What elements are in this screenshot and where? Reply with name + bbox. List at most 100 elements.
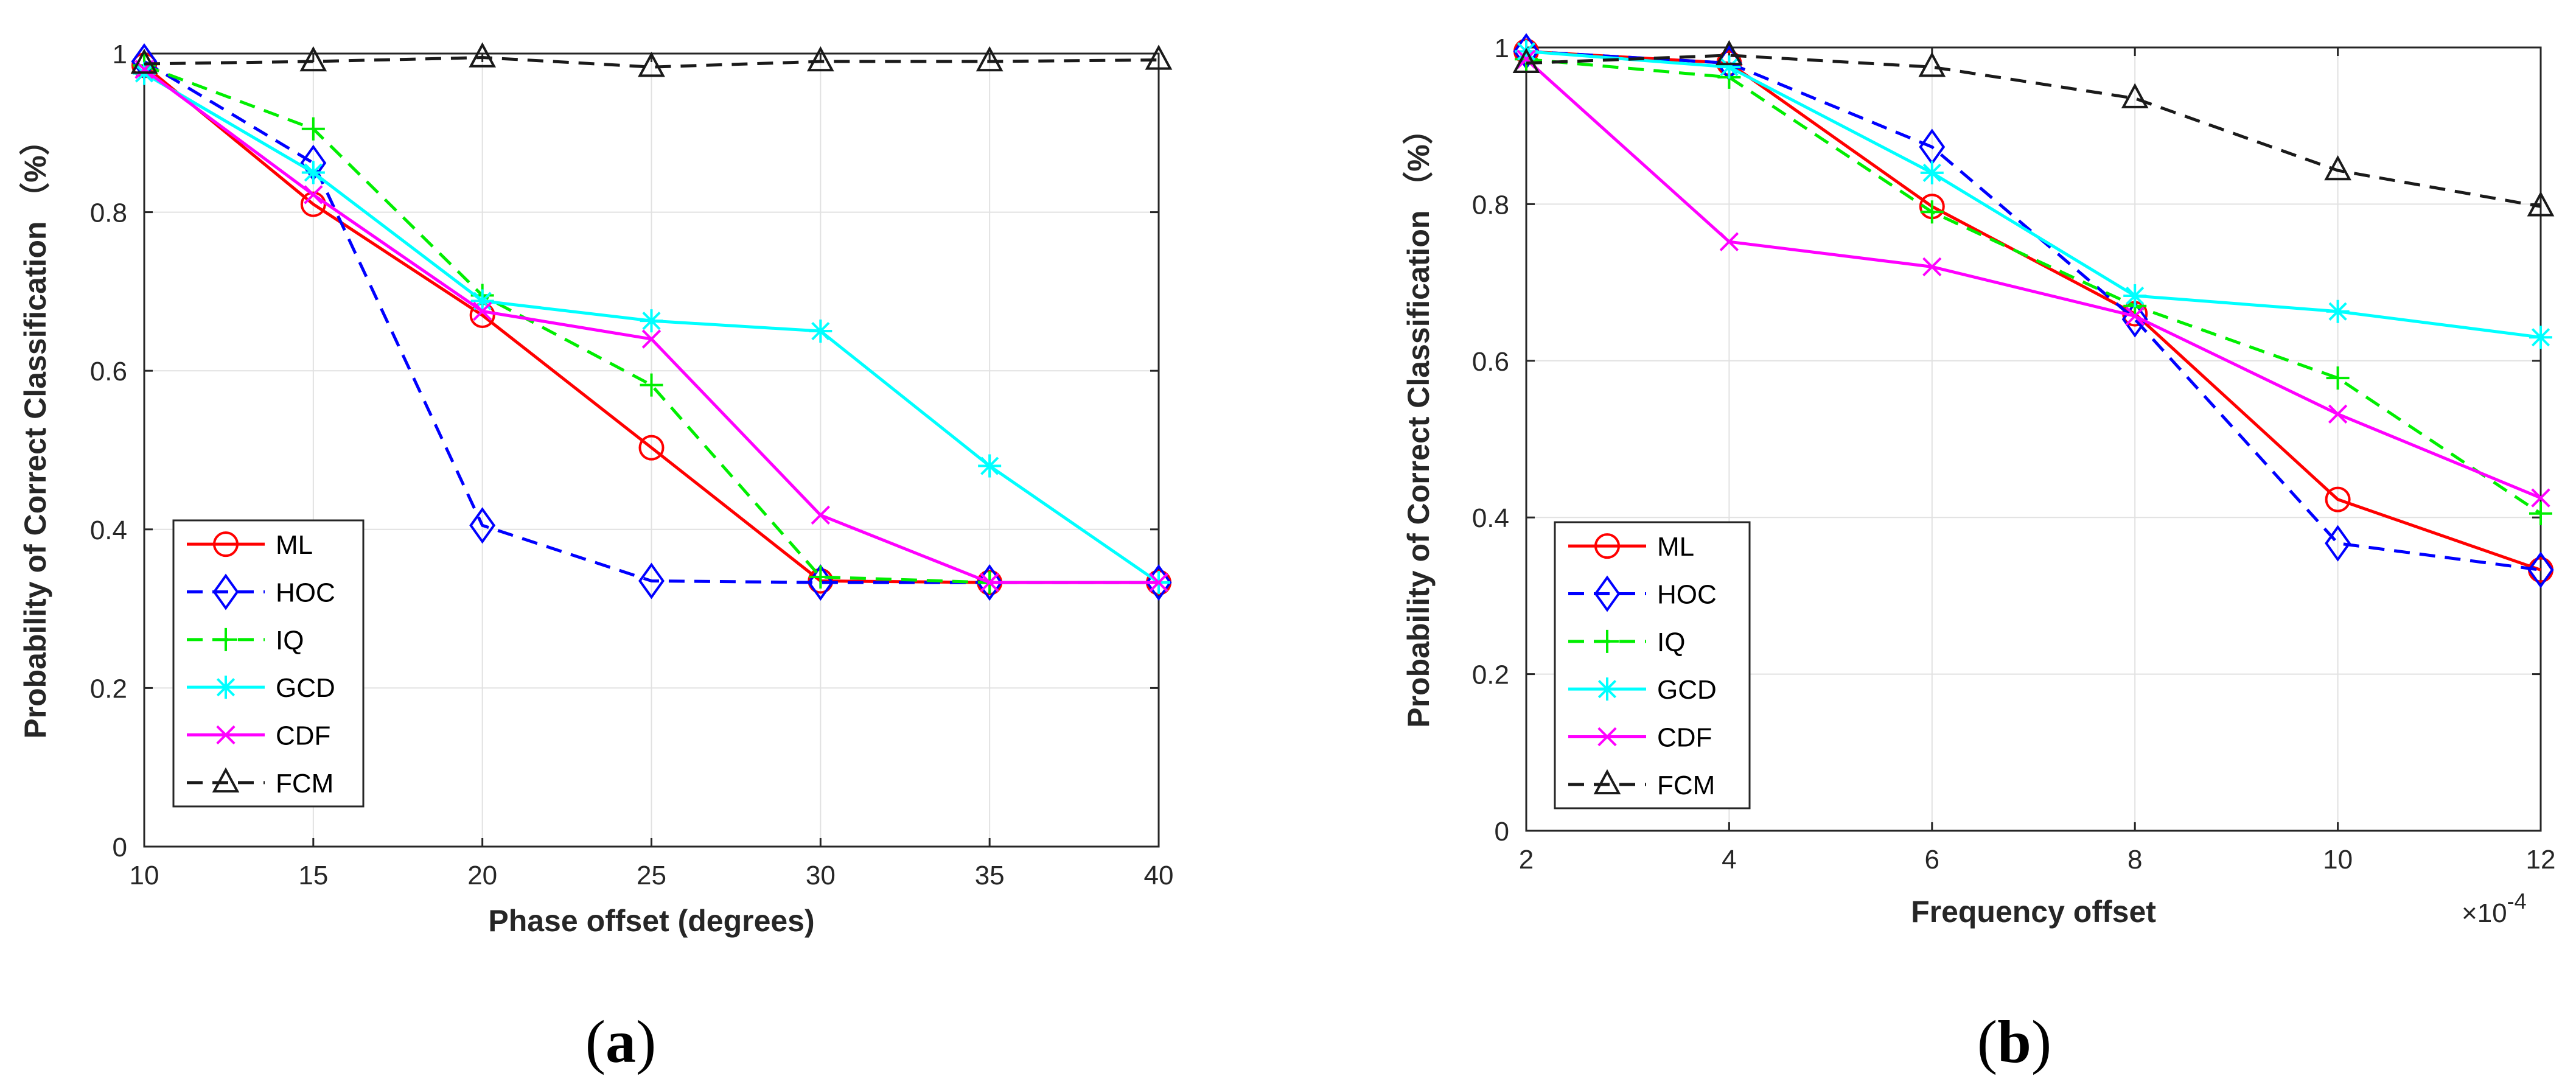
data-point-cdf [2531, 488, 2550, 508]
data-point-cdf [2125, 306, 2145, 326]
legend-label: FCM [1657, 771, 1715, 800]
data-point-fcm [976, 46, 1004, 72]
legend-box [172, 519, 365, 808]
y-axis-label: Probability of Correct Classification （%… [1401, 114, 1436, 728]
data-point-iq [2529, 502, 2552, 525]
x-tick-label: 40 [1144, 861, 1174, 890]
series-line-ml [1526, 49, 2541, 571]
data-point-hoc [638, 562, 665, 599]
plot-frame [1525, 46, 2542, 832]
legend-label: GCD [276, 673, 335, 703]
chart-panel-b: 2 4 6 8 10 12 0 0.2 0.4 0.6 0.8 1 ×10-4 Frequency off… [1401, 33, 2555, 1075]
legend-entry-iq: IQ [187, 626, 304, 655]
data-point-iq [301, 117, 325, 141]
x-axis-multiplier: ×10-4 [2462, 889, 2527, 928]
series-line-fcm [144, 56, 1159, 69]
data-point-iq [1920, 200, 1944, 224]
legend-entry-hoc: HOC [1568, 575, 1717, 612]
data-point-gcd [1717, 55, 1741, 79]
x-axis-multiplier-exponent: -4 [2507, 889, 2527, 914]
legend-marker [214, 676, 237, 699]
data-point-fcm [469, 42, 497, 68]
x-tick-label: 35 [975, 861, 1005, 890]
data-point-gcd [2529, 326, 2552, 349]
legend-entry-cdf: CDF [1568, 723, 1712, 753]
legend-label: ML [1657, 532, 1694, 562]
caption-close-paren: ) [636, 1008, 656, 1075]
y-tick-label: 0 [113, 833, 127, 862]
data-point-hoc [2527, 551, 2554, 589]
legend-entry-gcd: GCD [187, 673, 335, 703]
chart-panel-a: 10 15 20 25 30 35 40 0 0.2 0.4 0.6 0.8 1 Phase offset… [18, 40, 1173, 1075]
y-tick-label: 0.4 [1472, 503, 1509, 533]
legend-label: CDF [1657, 723, 1712, 753]
x-tick-label: 6 [1925, 845, 1939, 875]
x-tick-label: 20 [467, 861, 497, 890]
y-tick-label: 0.2 [1472, 660, 1509, 690]
x-tick-label: 10 [2323, 845, 2353, 875]
data-point-fcm [299, 46, 327, 72]
legend-marker [214, 627, 237, 651]
legend-entry-fcm: FCM [187, 767, 333, 799]
legend-marker [1597, 727, 1617, 747]
data-point-gcd [640, 309, 663, 333]
legend-entry-ml: ML [187, 530, 313, 560]
legend-label: IQ [1657, 627, 1685, 657]
x-tick-label: 12 [2526, 845, 2556, 875]
x-tick-label: 10 [130, 861, 159, 890]
legend-box [1554, 521, 1751, 809]
series-cdf [1517, 49, 2550, 508]
y-tick-label: 0.6 [90, 357, 127, 386]
legend-label: HOC [276, 578, 335, 608]
data-point-ml [638, 435, 665, 461]
legend-entry-hoc: HOC [187, 573, 335, 610]
data-point-gcd [2326, 299, 2350, 323]
legend-entry-iq: IQ [1568, 627, 1685, 657]
legend-label: HOC [1657, 580, 1717, 610]
x-tick-label: 4 [1722, 845, 1736, 875]
legend-label: FCM [276, 769, 333, 799]
data-point-cdf [811, 505, 830, 525]
data-point-cdf [980, 573, 999, 592]
data-point-hoc [976, 564, 1003, 601]
legend-marker [1596, 677, 1619, 701]
data-point-fcm [1145, 44, 1173, 70]
y-tick-label: 0.8 [1472, 190, 1509, 220]
data-point-cdf [304, 185, 323, 204]
x-axis-label: Phase offset (degrees) [488, 904, 814, 938]
legend-entry-fcm: FCM [1568, 769, 1715, 800]
data-point-fcm [1512, 47, 1540, 73]
data-point-gcd [978, 454, 1002, 478]
data-point-cdf [473, 301, 492, 321]
panel-caption: (b) [1977, 1008, 2051, 1075]
data-point-hoc [469, 507, 496, 544]
caption-close-paren: ) [2031, 1008, 2051, 1075]
x-tick-label: 15 [298, 861, 328, 890]
y-axis-label: Probability of Correct Classification （%… [18, 125, 52, 739]
data-point-gcd [1920, 161, 1944, 184]
y-tick-label: 0.8 [90, 198, 127, 228]
data-point-gcd [809, 320, 832, 343]
legend-entry-ml: ML [1568, 532, 1694, 562]
caption-open-paren: ( [1977, 1008, 1997, 1075]
x-tick-label: 25 [637, 861, 666, 890]
data-point-iq [640, 373, 663, 397]
legend-entry-cdf: CDF [187, 721, 330, 751]
data-point-cdf [1149, 573, 1168, 592]
legend-marker [212, 767, 240, 793]
y-tick-label: 1 [113, 40, 127, 69]
legend-marker [213, 531, 239, 557]
x-tick-label: 2 [1519, 845, 1534, 875]
data-point-hoc [2325, 525, 2351, 562]
data-point-fcm [130, 48, 158, 74]
legend-marker [212, 573, 239, 610]
data-point-fcm [638, 52, 665, 77]
legend-marker [1594, 533, 1620, 559]
legend-label: GCD [1657, 675, 1717, 705]
series-line-cdf [1525, 58, 2541, 500]
x-axis-label: Frequency offset [1911, 895, 2156, 929]
legend-entry-gcd: GCD [1568, 675, 1717, 705]
data-point-fcm [2324, 155, 2351, 181]
legend-label: CDF [276, 721, 330, 751]
caption-open-paren: ( [585, 1008, 606, 1075]
